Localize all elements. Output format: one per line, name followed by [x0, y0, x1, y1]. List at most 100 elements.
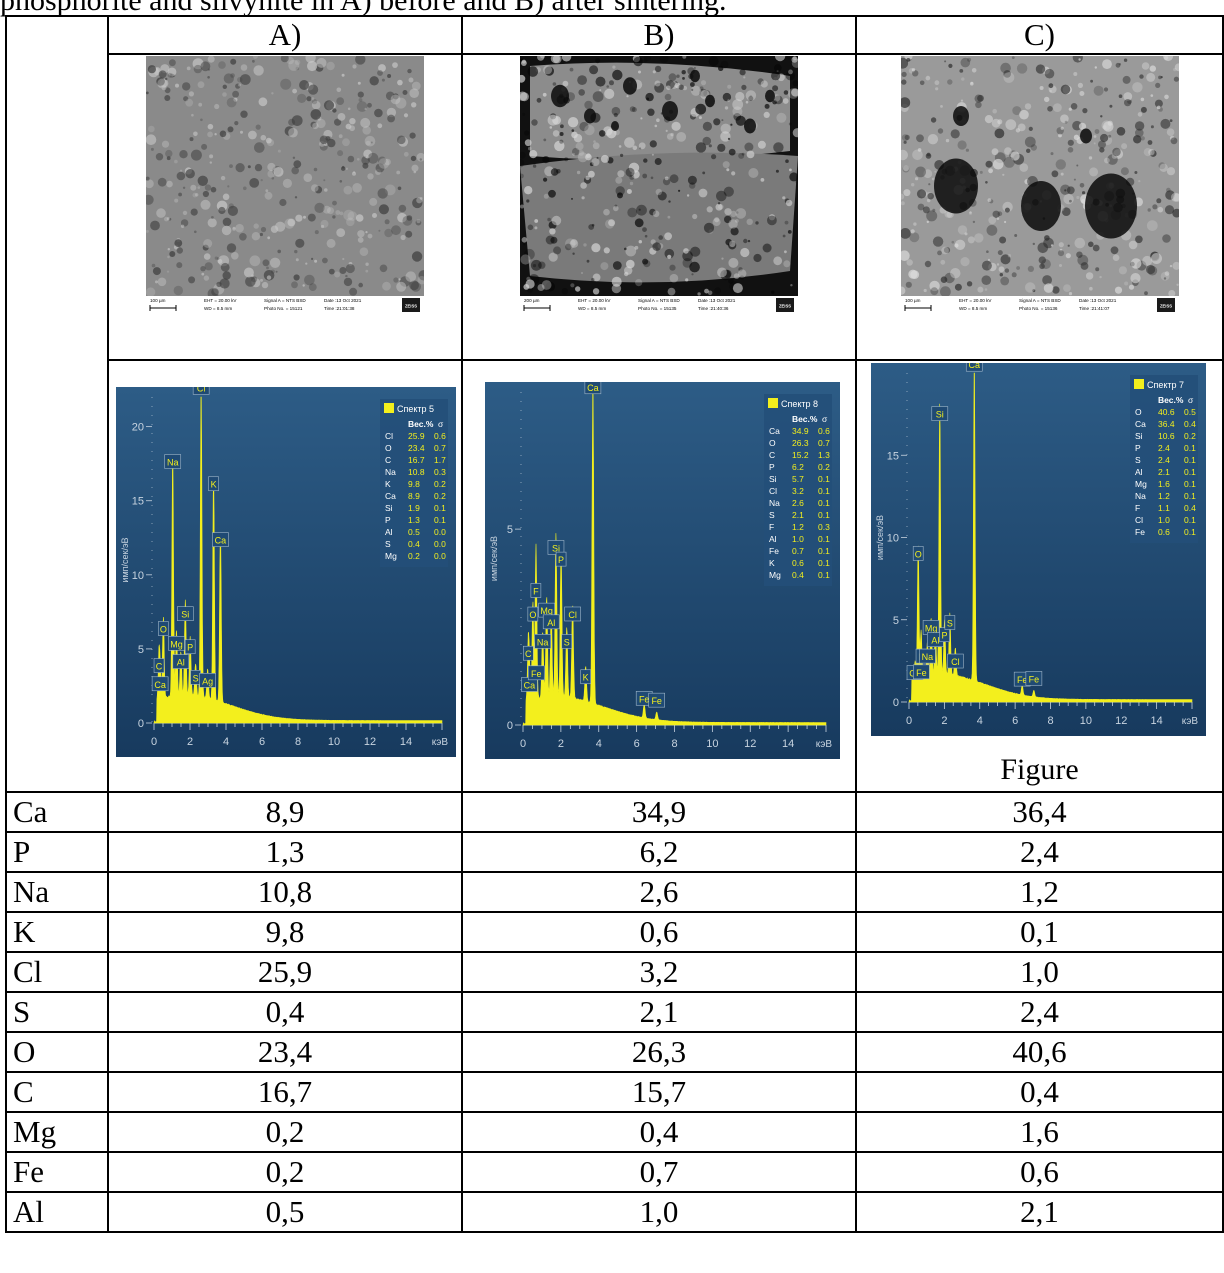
legend-header-weight: Вес.% [1158, 395, 1184, 405]
micrograph-grain [996, 217, 999, 220]
peak-label-text: S [193, 673, 199, 683]
micrograph-grain [615, 186, 625, 196]
micrograph-grain [543, 138, 547, 142]
legend-header-sigma: σ [438, 419, 444, 429]
micrograph-grain [360, 117, 371, 128]
micrograph-grain [214, 133, 217, 136]
micrograph-grain [146, 229, 149, 233]
micrograph-grain [726, 168, 730, 172]
micrograph-grain [652, 210, 660, 218]
micrograph-grain [364, 107, 367, 111]
micrograph-grain [165, 77, 168, 81]
micrograph-grain [1099, 133, 1108, 143]
micrograph-grain [1004, 207, 1010, 213]
micrograph-grain [254, 163, 263, 172]
micrograph-grain [1057, 250, 1064, 257]
micrograph-grain [727, 84, 732, 89]
micrograph-grain [218, 206, 226, 215]
micrograph-grain [1147, 140, 1152, 145]
legend-element: Fe [1135, 527, 1145, 537]
micrograph-grain [634, 245, 639, 250]
micrograph-grain [416, 219, 421, 224]
micrograph-grain [405, 271, 417, 282]
x-tick-label: 10 [328, 736, 340, 748]
micrograph-grain [197, 175, 208, 186]
micrograph-grain [791, 56, 798, 63]
micrograph-grain [260, 278, 263, 282]
peak-label-box [172, 654, 190, 669]
eds-spectrum-a: 0 2 4 6 8 10 12 14 кэВ 0 5 10 15 20 имп/сек/эВ C Ca O Na Mg… [116, 387, 456, 757]
x-tick-label: 14 [1151, 715, 1163, 727]
micrograph-grain [543, 65, 553, 75]
micrograph-grain [1049, 89, 1052, 93]
micrograph-grain [524, 130, 530, 136]
micrograph-grain [532, 164, 537, 168]
legend-weight: 1.0 [1158, 515, 1170, 525]
legend-element: Mg [769, 570, 781, 580]
micrograph-grain [167, 72, 173, 78]
micrograph-grain [773, 142, 784, 153]
micrograph-grain [1163, 277, 1166, 280]
micrograph-grain [603, 247, 610, 254]
x-tick-label: 4 [223, 736, 229, 748]
legend-weight: 16.7 [408, 455, 425, 465]
micrograph-grain [629, 181, 634, 186]
micrograph-grain [190, 208, 198, 216]
micrograph-grain [234, 121, 239, 126]
micrograph-grain [668, 73, 677, 82]
micrograph-grain [316, 118, 326, 129]
micrograph-grain [357, 237, 364, 243]
micrograph-grain [1003, 147, 1012, 155]
peak-label: S [190, 670, 201, 685]
micrograph-grain [260, 134, 267, 141]
legend-sigma: 0.1 [434, 515, 446, 525]
micrograph-grain [1101, 125, 1107, 130]
micrograph-grain [581, 272, 583, 274]
micrograph-grain [266, 275, 272, 280]
micrograph-pore [1020, 181, 1061, 231]
micrograph-grain [240, 110, 248, 118]
legend-sigma: 0.2 [434, 491, 446, 501]
micrograph-grain [524, 186, 533, 195]
micrograph-grain [310, 109, 322, 120]
legend-element: Na [769, 498, 780, 508]
micrograph-grain [929, 287, 938, 296]
micrograph-grain [307, 60, 318, 72]
micrograph-grain [399, 276, 411, 287]
peak-label-text: Al [547, 618, 555, 628]
micrograph-grain [343, 185, 353, 195]
micrograph-grain [166, 180, 173, 188]
legend-weight: 0.4 [408, 539, 420, 549]
legend-weight: 5.7 [792, 474, 804, 484]
micrograph-grain [667, 215, 671, 219]
micrograph-grain [386, 107, 397, 118]
micrograph-grain [524, 248, 535, 260]
micrograph-grain [707, 290, 713, 296]
micrograph-grain [664, 232, 672, 241]
micrograph-grain [178, 192, 182, 197]
peak-label-text: S [947, 618, 953, 628]
micrograph-grain [666, 85, 671, 91]
legend-weight: 3.2 [792, 486, 804, 496]
micrograph-grain [1050, 152, 1053, 156]
micrograph-grain [984, 288, 987, 291]
micrograph-grain [164, 95, 171, 101]
micrograph-grain [384, 228, 393, 238]
micrograph-grain [1138, 74, 1144, 79]
micrograph-grain [991, 148, 998, 156]
legend-box [764, 394, 832, 586]
micrograph-grain [704, 288, 709, 294]
micrograph-grain [200, 61, 211, 72]
micrograph-grain [1170, 137, 1177, 145]
micrograph-grain [190, 184, 197, 191]
micrograph-grain [645, 92, 654, 102]
micrograph-grain [1072, 72, 1077, 76]
micrograph-grain [624, 266, 633, 275]
micrograph-grain [548, 189, 556, 198]
micrograph-grain [965, 148, 969, 152]
micrograph-grain [1004, 119, 1016, 130]
micrograph-grain [724, 208, 732, 216]
micrograph-grain [711, 154, 717, 160]
micrograph-grain [542, 92, 547, 97]
legend-sigma: 0.1 [1184, 479, 1196, 489]
